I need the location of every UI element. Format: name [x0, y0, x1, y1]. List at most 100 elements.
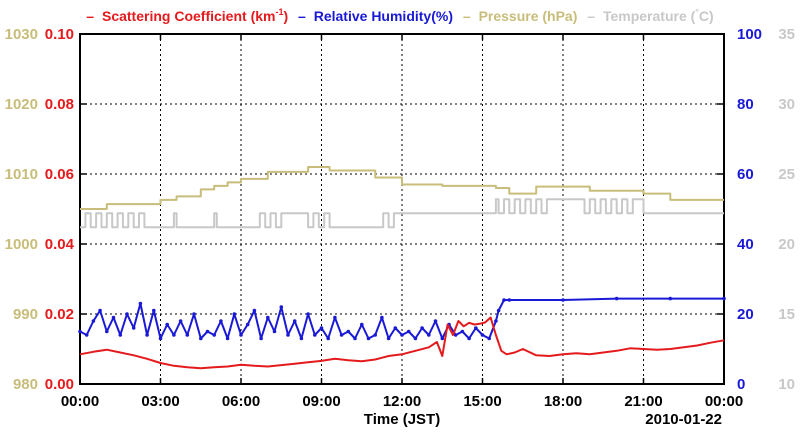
data-point-relative-humidity [326, 336, 331, 341]
humidity-tick-label: 100 [737, 26, 762, 43]
data-point-relative-humidity [433, 319, 438, 323]
data-point-relative-humidity [225, 336, 230, 341]
legend-scattering-after: ) [283, 8, 288, 24]
x-tick-label: 21:00 [624, 393, 662, 410]
data-point-relative-humidity [507, 298, 512, 302]
series-line-relative-humidity [79, 297, 724, 340]
data-point-relative-humidity [239, 333, 243, 337]
data-point-relative-humidity [152, 308, 156, 313]
scattering-tick-label: 0.02 [45, 306, 74, 323]
scattering-tick-label: 0.00 [45, 376, 74, 393]
data-point-relative-humidity [373, 333, 378, 337]
scattering-tick-label: 0.08 [45, 96, 74, 113]
temperature-tick-label: 30 [778, 96, 795, 113]
x-tick-label: 09:00 [302, 393, 340, 410]
x-tick-label: 03:00 [141, 393, 179, 410]
date-label: 2010-01-22 [645, 411, 722, 428]
data-point-relative-humidity [199, 336, 203, 341]
legend-humidity-dash: – [298, 8, 306, 24]
temperature-tick-label: 25 [778, 166, 795, 183]
data-point-relative-humidity [192, 312, 196, 316]
data-point-relative-humidity [158, 336, 163, 341]
legend-pressure-text: Pressure (hPa) [479, 8, 578, 24]
data-point-relative-humidity [467, 336, 471, 341]
data-point-relative-humidity [400, 333, 404, 337]
data-point-relative-humidity [84, 333, 89, 337]
data-point-relative-humidity [118, 333, 123, 337]
x-axis-label: Time (JST) [364, 411, 440, 428]
pressure-tick-label: 1020 [5, 96, 38, 113]
data-point-relative-humidity [380, 315, 384, 320]
data-point-relative-humidity [178, 319, 183, 323]
x-tick-label: 00:00 [61, 393, 99, 410]
data-point-relative-humidity [219, 319, 223, 323]
data-point-relative-humidity [212, 333, 216, 337]
pressure-tick-label: 1030 [5, 26, 38, 43]
data-point-relative-humidity [496, 308, 501, 313]
scattering-tick-label: 0.04 [45, 236, 75, 253]
data-point-relative-humidity [266, 315, 270, 320]
data-point-relative-humidity [453, 333, 458, 337]
data-point-relative-humidity [138, 301, 143, 306]
series-line-temperature-c [80, 198, 724, 229]
data-point-relative-humidity [111, 315, 116, 320]
humidity-tick-label: 20 [737, 306, 754, 323]
data-point-relative-humidity [460, 329, 465, 334]
data-point-relative-humidity [259, 336, 263, 341]
axes-layer: 00:00 03:00 06:00 09:00 12:00 15:00 18:00 21:00… [5, 26, 795, 410]
legend-temperature-dash: – [587, 8, 595, 24]
legend-temperature-sup: ° [695, 7, 699, 17]
legend-scattering-sup: -1 [275, 7, 283, 17]
legend: – Scattering Coefficient (km-1) – Relati… [86, 7, 713, 24]
data-point-relative-humidity [353, 336, 357, 341]
data-point-relative-humidity [360, 322, 364, 327]
pressure-tick-label: 1000 [5, 236, 38, 253]
data-point-relative-humidity [722, 296, 726, 301]
data-point-relative-humidity [98, 308, 102, 313]
data-point-relative-humidity [502, 298, 506, 302]
data-point-relative-humidity [205, 329, 210, 334]
temperature-tick-label: 15 [778, 306, 795, 323]
scattering-tick-label: 0.10 [45, 26, 74, 43]
temperature-tick-label: 20 [778, 236, 795, 253]
data-point-relative-humidity [131, 326, 136, 330]
data-point-relative-humidity [614, 296, 619, 301]
data-point-relative-humidity [386, 336, 391, 341]
data-point-relative-humidity [420, 326, 424, 330]
series-line-pressure-hpa [80, 166, 724, 210]
humidity-tick-label: 0 [737, 376, 745, 393]
data-point-relative-humidity [346, 329, 351, 334]
data-point-relative-humidity [279, 305, 284, 309]
data-point-relative-humidity [306, 312, 310, 316]
data-point-relative-humidity [245, 322, 250, 327]
data-point-relative-humidity [145, 333, 149, 337]
humidity-tick-label: 80 [737, 96, 754, 113]
data-point-relative-humidity [319, 326, 324, 330]
data-point-relative-humidity [440, 336, 445, 341]
data-point-relative-humidity [393, 326, 398, 330]
humidity-tick-label: 40 [737, 236, 754, 253]
data-point-relative-humidity [232, 312, 237, 316]
series-layer [78, 166, 726, 370]
data-point-relative-humidity [561, 298, 565, 302]
legend-scattering-text: Scattering Coefficient (km [102, 8, 275, 24]
data-point-relative-humidity [272, 329, 277, 334]
x-tick-label: 15:00 [463, 393, 501, 410]
x-tick-label: 00:00 [705, 393, 743, 410]
pressure-tick-label: 990 [13, 306, 38, 323]
legend-temperature-after: C) [699, 8, 714, 24]
data-point-relative-humidity [406, 329, 411, 334]
data-point-relative-humidity [494, 319, 498, 323]
humidity-tick-label: 60 [737, 166, 754, 183]
data-point-relative-humidity [292, 319, 297, 323]
pressure-tick-label: 980 [13, 376, 38, 393]
data-point-relative-humidity [313, 333, 317, 337]
x-tick-label: 18:00 [544, 393, 582, 410]
scattering-tick-label: 0.06 [45, 166, 74, 183]
data-point-relative-humidity [474, 326, 478, 330]
legend-temperature-text: Temperature ( [603, 8, 696, 24]
temperature-tick-label: 10 [778, 376, 795, 393]
data-point-relative-humidity [185, 333, 190, 337]
temperature-tick-label: 35 [778, 26, 795, 43]
